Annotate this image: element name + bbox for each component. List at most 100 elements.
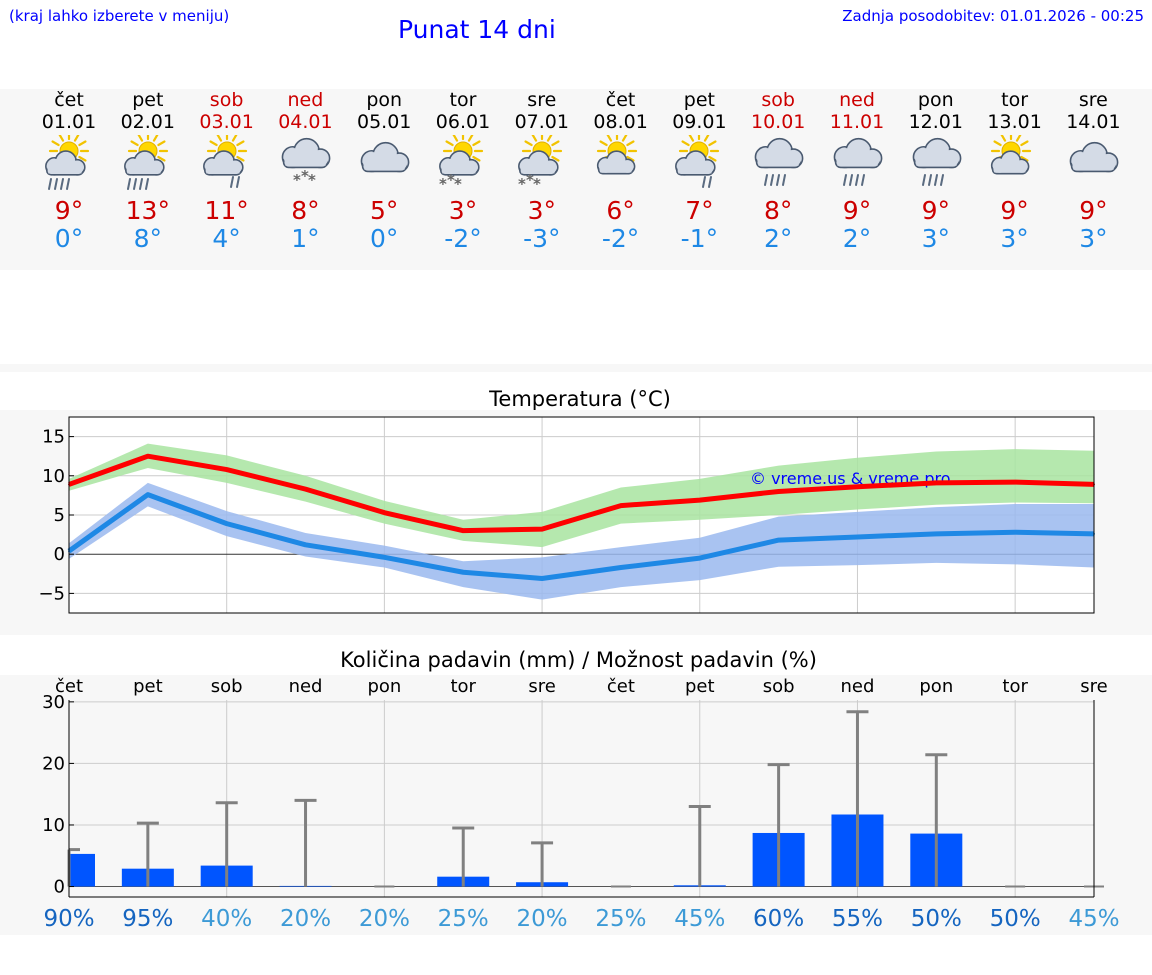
cloud-shape [123,150,165,176]
page-title: Punat 14 dni [398,15,556,44]
cloud-shape [360,141,410,173]
x-category-label: sob [763,676,795,697]
day-name: pon [917,89,954,111]
x-category-label: čet [55,676,83,697]
precip-probability: 45% [1068,906,1119,932]
day-date: 09.01 [672,111,727,133]
cloud-shape [202,150,244,176]
temp-min-point [541,577,544,580]
x-category-label: ned [841,676,875,697]
sun-cloud-snow-icon: * * * [518,135,562,193]
precipitation-chart: čet 90% pet 95% sob 40% ned 20% pon 20% tor 25% sre 2… [42,676,1119,932]
precip-probability: 20% [280,906,331,932]
svg-text:*: * [293,171,301,189]
day-name: pon [366,89,403,111]
temperature-chart-panel: © vreme.us & vreme.pro 15 10 5 0 −5 [0,410,1152,635]
cloud-shape [282,137,331,169]
temp-min: -1° [680,224,719,253]
day-name: tor [449,89,477,111]
day-name: sob [761,89,795,111]
rain-drops [764,174,787,186]
y-tick-label: 20 [42,753,65,774]
precip-probability: 95% [122,906,173,932]
precip-probability: 20% [359,906,410,932]
y-tick-label: 30 [42,692,65,713]
temp-max-point [777,490,780,493]
temp-min: 3° [1079,224,1108,253]
precipitation-chart-title: Količina padavin (mm) / Možnost padavin … [340,648,817,672]
separator-band [0,364,1152,372]
temp-min-point [777,539,780,542]
rain-drops [702,176,713,188]
x-category-label: pon [919,676,953,697]
temp-max-point [856,485,859,488]
x-category-label: pon [367,676,401,697]
cloudy-icon [1070,141,1119,173]
region-select-hint[interactable]: (kraj lahko izberete v meniju) [9,7,230,25]
cloudy-icon [360,141,410,173]
temp-max-point [462,529,465,532]
day-date: 11.01 [829,111,885,133]
y-tick-label: −5 [38,583,65,604]
temp-min-band [69,482,1094,600]
x-category-label: sre [1080,676,1107,697]
x-category-label: sob [211,676,243,697]
svg-text:*: * [308,171,316,189]
cloud-shape [754,137,804,169]
temp-max: 8° [291,196,320,225]
temp-min: 4° [212,224,241,253]
precip-probability: 90% [43,906,94,932]
y-tick-label: 15 [42,427,65,448]
day-date: 06.01 [435,111,491,133]
svg-text:*: * [439,175,447,193]
temp-min: 0° [54,224,84,253]
temp-max-point [541,528,544,531]
y-tick-label: 10 [42,466,65,487]
temperature-chart-title: Temperatura (°C) [489,387,671,411]
cloud-shape [675,150,716,176]
day-date: 07.01 [514,111,569,133]
x-category-label: pet [133,676,163,697]
svg-text:*: * [518,175,526,193]
temp-min: 0° [369,224,399,253]
sun-cloud-light-rain-icon [675,135,720,188]
y-tick-label: 0 [54,544,65,565]
svg-text:*: * [526,171,534,189]
day-date: 13.01 [987,111,1042,133]
temp-min-point [856,535,859,538]
temp-min: 8° [133,224,162,253]
precip-probability: 25% [595,906,646,932]
temp-max: 8° [763,196,793,225]
snow-flakes: * * * [439,171,462,193]
temp-max: 3° [448,196,478,225]
temp-max: 6° [606,196,635,225]
cloud-snow-icon: * * * [282,137,331,189]
temp-min-line [67,492,1095,582]
precip-probability: 45% [674,906,725,932]
day-name: sre [527,89,557,111]
snow-flakes: * * * [293,167,316,189]
day-name: tor [1001,89,1029,111]
day-name: ned [287,89,324,111]
temp-max: 5° [369,196,399,225]
precip-probability: 60% [753,906,804,932]
day-date: 12.01 [908,111,963,133]
temp-min: 3° [1000,224,1029,253]
day-name: čet [54,89,84,111]
temp-max: 9° [1000,196,1029,225]
rain-drops [843,174,865,186]
temp-min-point [698,557,701,560]
cloud-shape [833,137,883,169]
temp-max: 9° [54,196,84,225]
day-date: 04.01 [278,111,333,133]
temp-min-point [462,571,465,574]
temp-max: 11° [204,196,249,225]
y-tick-label: 10 [42,815,65,836]
temp-max-point [619,504,622,507]
temp-min: -2° [444,224,482,253]
temp-max: 9° [1079,196,1108,225]
temp-min: 3° [921,224,950,253]
temp-max-point [304,488,307,491]
rain-drops [229,176,240,188]
